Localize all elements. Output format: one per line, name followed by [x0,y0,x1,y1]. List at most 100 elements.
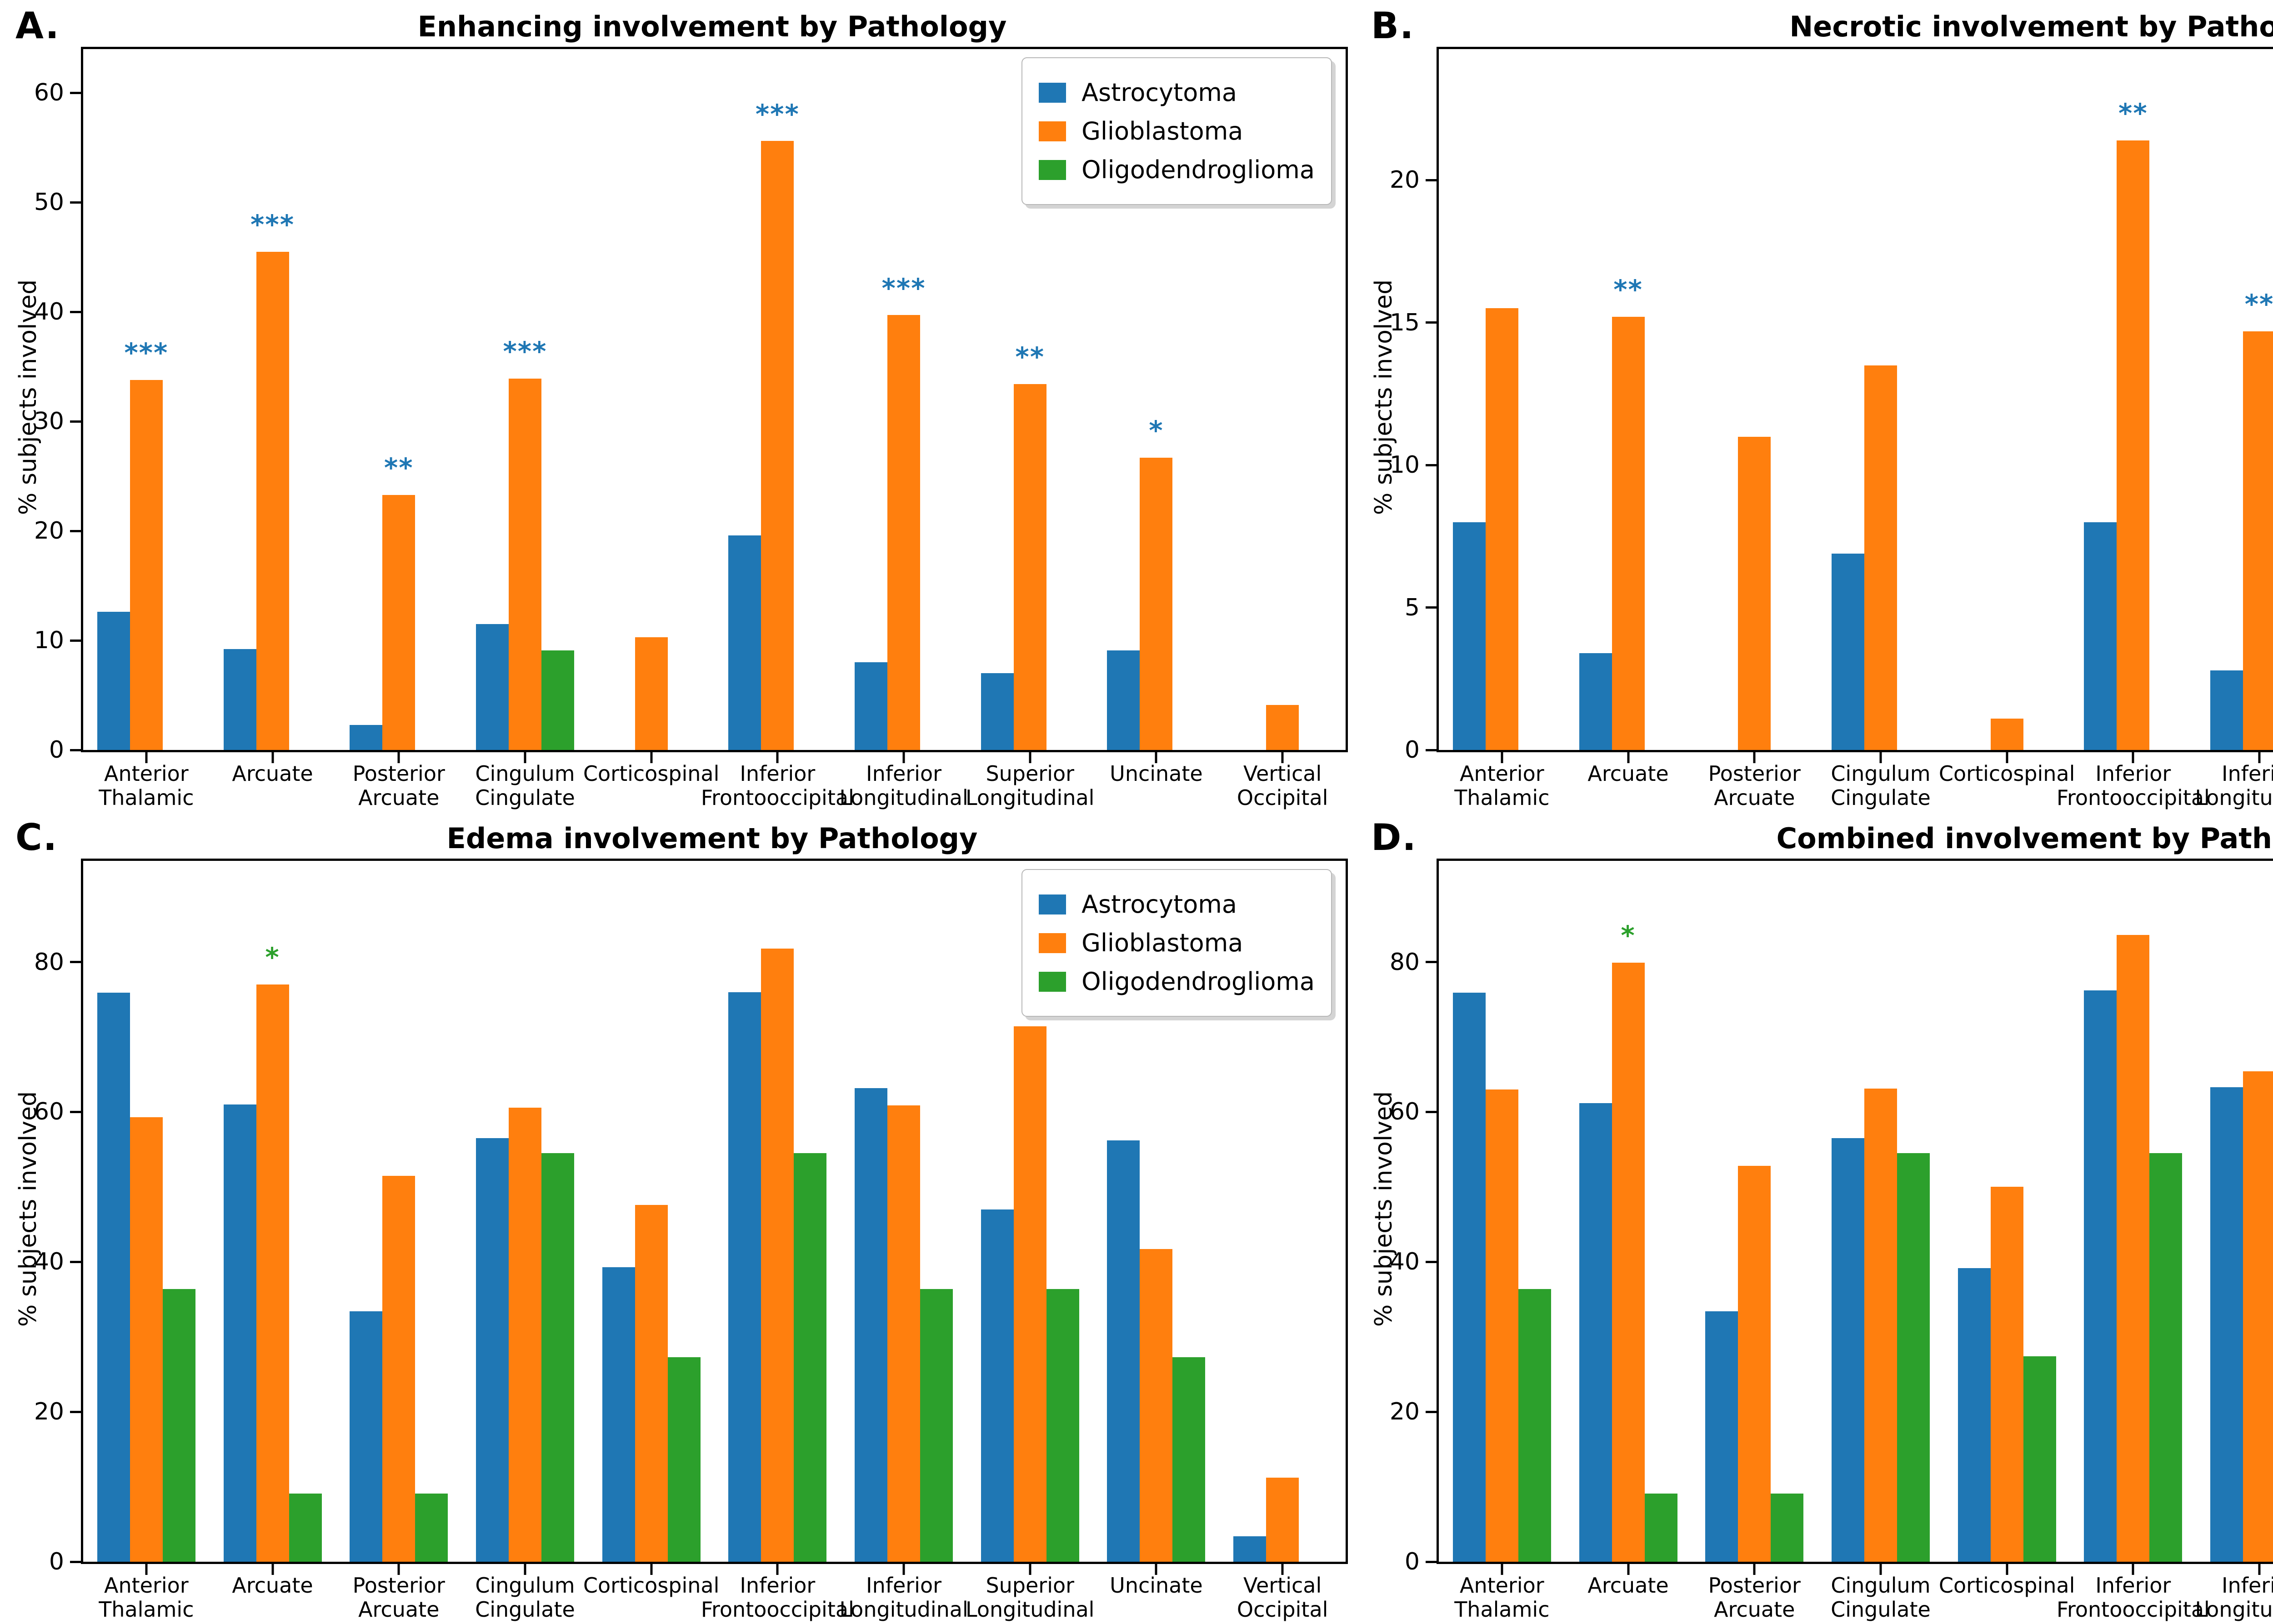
x-tick-mark [1627,752,1630,763]
x-tick-label-line: Thalamic [1454,1597,1550,1622]
plot-area: 0 5 10 15 20 Anterior Thalamic Arcuate Posterior… [1390,47,2273,810]
x-tick-label-line: Anterior [104,1573,189,1598]
bar-oligodendroglioma-superior-longitudinal [1046,1289,1079,1562]
panel-d: D. Combined involvement by Pathology % sub… [1356,812,2273,1624]
x-tick-label-line: Uncinate [1110,1573,1203,1598]
x-tick-label-line: Inferior [740,761,816,786]
x-tick-label-line: Thalamic [99,1597,194,1622]
x-tick-label-line: Longitudinal [966,1597,1095,1622]
plot-area: 0 20 40 60 80 Anterior Thalamic Arcuate Posterio… [34,859,1348,1622]
bar-astrocytoma-posterior-arcuate [350,1311,383,1562]
x-tick-label-uncinate: Uncinate [1110,1573,1203,1598]
bar-glioblastoma-anterior-thalamic [1485,308,1518,750]
y-tick-label: 0 [49,736,64,764]
x-tick-mark [1155,1564,1157,1575]
x-tick-label-corticospinal: Corticospinal [583,761,720,786]
x-tick-label-superior-longitudinal: Superior Longitudinal [966,761,1095,810]
x-tick-label-line: Superior [986,761,1075,786]
x-tick-label-vertical-occipital: Vertical Occipital [1237,1573,1328,1622]
x-tick-label-line: Longitudinal [966,785,1095,810]
y-tick-mark [70,1260,81,1263]
y-tick-mark [70,961,81,964]
bar-astrocytoma-cingulum-cingulate [476,624,509,750]
bar-oligodendroglioma-inferior-frontooccipital [2149,1153,2183,1562]
x-tick-mark [1753,752,1756,763]
bar-oligodendroglioma-corticospinal [2023,1356,2056,1562]
bar-glioblastoma-posterior-arcuate [1738,436,1771,750]
x-tick-label-line: Longitudinal [839,785,968,810]
x-tick-label-line: Inferior [740,1573,816,1598]
bar-glioblastoma-inferior-frontooccipital [761,141,794,750]
y-tick-mark [70,639,81,642]
x-tick-label-line: Cingulate [475,1597,575,1622]
x-tick-mark [1501,752,1503,763]
significance-marker-anterior-thalamic: *** [124,337,169,368]
x-tick-mark [1029,1564,1031,1575]
x-tick-label-corticospinal: Corticospinal [583,1573,720,1598]
x-tick-label-cingulum-cingulate: Cingulum Cingulate [1831,1573,1931,1622]
y-tick-label: 80 [34,948,64,976]
x-tick-mark [271,752,274,763]
x-tick-label-line: Cingulate [475,785,575,810]
chart-title: Enhancing involvement by Pathology [417,10,1007,43]
legend: Astrocytoma Glioblastoma Oligodendroglioma [1021,57,1332,205]
y-tick-label: 60 [34,79,64,107]
y-tick-mark [1426,464,1437,466]
x-tick-mark [1501,1564,1503,1575]
bar-astrocytoma-corticospinal [1958,1268,1991,1562]
x-tick-label-line: Posterior [1708,761,1801,786]
legend-swatch-glioblastoma [1039,933,1066,953]
x-tick-mark [1281,1564,1284,1575]
panel-letter: D. [1371,816,1417,859]
significance-marker-posterior-arcuate: ** [384,452,414,483]
bar-glioblastoma-arcuate [256,984,289,1562]
bar-glioblastoma-anterior-thalamic [1485,1089,1518,1562]
bar-astrocytoma-vertical-occipital [1233,1536,1267,1562]
bar-glioblastoma-inferior-frontooccipital [2117,140,2150,750]
bar-astrocytoma-anterior-thalamic [97,612,130,750]
x-tick-label-inferior-frontooccipital: Inferior Frontooccipital [701,1573,854,1622]
y-tick-label: 20 [34,1398,64,1426]
significance-marker-superior-longitudinal: ** [1015,341,1045,373]
x-tick-mark [397,752,400,763]
legend-swatch-oligodendroglioma [1039,971,1066,992]
x-tick-label-line: Frontooccipital [701,1597,854,1622]
bar-astrocytoma-inferior-frontooccipital [2084,522,2117,750]
bar-oligodendroglioma-uncinate [1172,1357,1206,1562]
x-tick-mark [776,1564,779,1575]
bar-oligodendroglioma-posterior-arcuate [415,1493,448,1562]
x-tick-label-line: Uncinate [1110,761,1203,786]
legend-swatch-glioblastoma [1039,121,1066,141]
x-tick-label-arcuate: Arcuate [1587,761,1668,786]
y-tick-mark [1426,179,1437,181]
x-tick-mark [1879,752,1882,763]
legend-item-oligodendroglioma: Oligodendroglioma [1039,155,1315,184]
y-tick-label: 0 [49,1548,64,1575]
significance-marker-inferior-frontooccipital: *** [755,98,800,130]
x-tick-label-line: Corticospinal [1938,761,2075,786]
legend-label: Astrocytoma [1081,78,1237,107]
legend-item-glioblastoma: Glioblastoma [1039,929,1315,957]
x-tick-label-line: Anterior [104,761,189,786]
x-tick-label-cingulum-cingulate: Cingulum Cingulate [475,761,575,810]
y-tick-mark [70,310,81,313]
legend-label: Glioblastoma [1081,929,1243,957]
x-tick-label-line: Arcuate [358,785,440,810]
y-tick-label: 5 [1404,594,1420,621]
bar-oligodendroglioma-anterior-thalamic [1518,1289,1551,1562]
x-tick-mark [2132,752,2134,763]
x-tick-label-line: Frontooccipital [701,785,854,810]
y-tick-label: 0 [1404,736,1420,764]
panel-letter: A. [15,5,60,47]
x-tick-mark [2258,752,2261,763]
bar-astrocytoma-inferior-longitudinal [855,662,888,750]
y-tick-label: 10 [34,627,64,655]
x-tick-mark [397,1564,400,1575]
bar-glioblastoma-inferior-longitudinal [2243,1071,2273,1562]
bar-glioblastoma-inferior-longitudinal [887,315,921,750]
bar-oligodendroglioma-cingulum-cingulate [541,650,574,750]
bar-astrocytoma-inferior-longitudinal [2210,670,2243,750]
legend-swatch-oligodendroglioma [1039,160,1066,180]
